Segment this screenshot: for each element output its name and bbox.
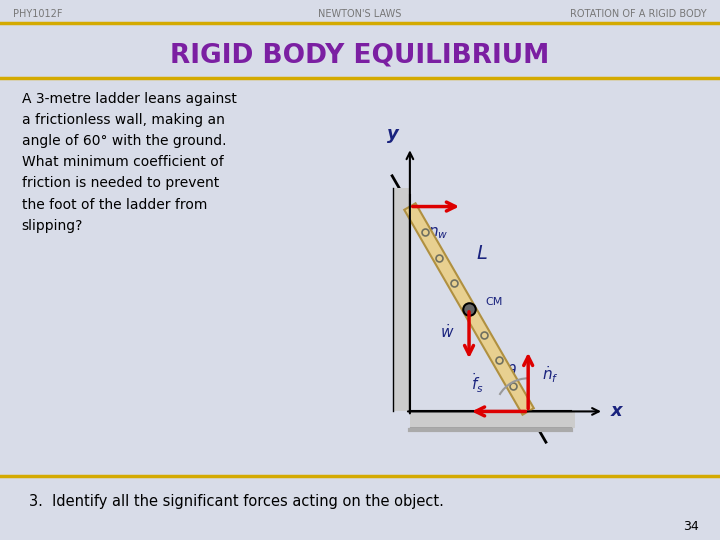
Text: NEWTON'S LAWS: NEWTON'S LAWS — [318, 9, 402, 19]
Text: PHY1012F: PHY1012F — [13, 9, 63, 19]
Text: y: y — [387, 125, 399, 143]
Polygon shape — [404, 203, 534, 415]
Text: CM: CM — [485, 297, 503, 307]
Bar — [393, 187, 410, 411]
Text: x: x — [611, 402, 623, 421]
Text: $\dot{n}_f$: $\dot{n}_f$ — [542, 364, 559, 385]
Text: ROTATION OF A RIGID BODY: ROTATION OF A RIGID BODY — [570, 9, 707, 19]
Bar — [410, 411, 575, 428]
Text: RIGID BODY EQUILIBRIUM: RIGID BODY EQUILIBRIUM — [171, 42, 549, 68]
Text: $\dot{f}_s$: $\dot{f}_s$ — [472, 371, 485, 395]
Text: $\theta$: $\theta$ — [506, 363, 517, 379]
Text: A 3-metre ladder leans against
a frictionless wall, making an
angle of 60° with : A 3-metre ladder leans against a frictio… — [22, 92, 236, 233]
Text: $n_w$: $n_w$ — [428, 226, 449, 241]
Text: 3.  Identify all the significant forces acting on the object.: 3. Identify all the significant forces a… — [29, 494, 444, 509]
Text: $\dot{w}$: $\dot{w}$ — [441, 323, 455, 341]
Text: 34: 34 — [683, 520, 698, 533]
Text: $L$: $L$ — [476, 244, 488, 262]
